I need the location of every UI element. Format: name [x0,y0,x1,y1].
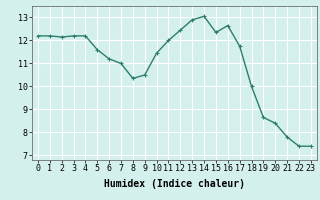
X-axis label: Humidex (Indice chaleur): Humidex (Indice chaleur) [104,179,245,189]
